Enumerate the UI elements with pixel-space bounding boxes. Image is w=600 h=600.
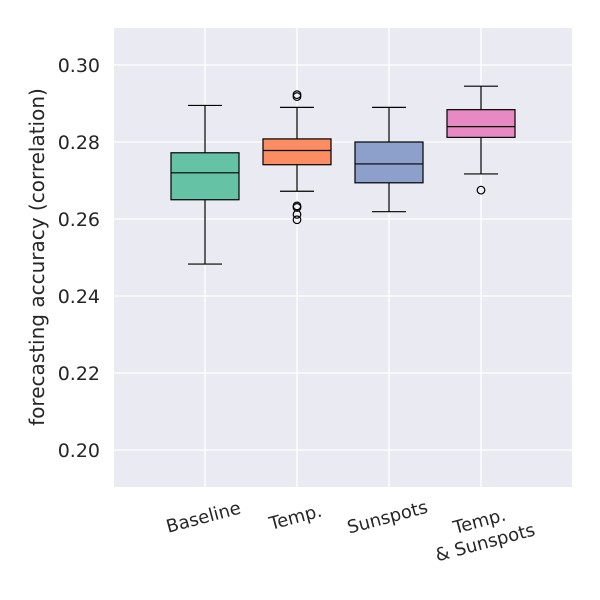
y-tick-label: 0.26 — [58, 209, 100, 231]
outlier-point — [292, 215, 302, 225]
box-2 — [262, 90, 332, 225]
outlier-point — [476, 185, 486, 195]
y-tick-label: 0.24 — [58, 286, 100, 308]
x-category-label-line: Temp. — [266, 501, 324, 535]
x-category-label: Temp. — [266, 501, 324, 535]
outlier-point — [292, 209, 302, 219]
x-category-label: Sunspots — [345, 497, 430, 539]
outlier-point — [292, 92, 302, 101]
box-4 — [446, 85, 516, 195]
outlier-point — [292, 203, 302, 212]
x-category-label: Baseline — [164, 498, 243, 538]
x-category-label-line: Baseline — [164, 498, 243, 538]
y-axis-ticks: 0.20 0.22 0.24 0.26 0.28 0.30 — [58, 55, 100, 462]
iqr-box — [170, 152, 240, 201]
boxes-group — [170, 85, 516, 265]
y-tick-label: 0.30 — [58, 55, 100, 77]
y-tick-label: 0.22 — [58, 363, 100, 385]
grid-lines — [114, 28, 572, 487]
y-tick-label: 0.20 — [58, 440, 100, 462]
y-tick-label: 0.28 — [58, 132, 100, 154]
x-axis-labels: Baseline Temp. Sunspots Temp.& Sunspots — [164, 497, 537, 566]
iqr-box — [262, 138, 332, 166]
y-axis-label: forecasting accuracy (correlation) — [25, 88, 49, 426]
x-category-label-line: Sunspots — [345, 497, 430, 539]
iqr-box — [446, 109, 516, 138]
iqr-box — [354, 141, 424, 184]
box-3 — [354, 106, 424, 213]
box-1 — [170, 104, 240, 265]
x-category-label: Temp.& Sunspots — [427, 498, 537, 566]
plot-area — [114, 28, 572, 487]
